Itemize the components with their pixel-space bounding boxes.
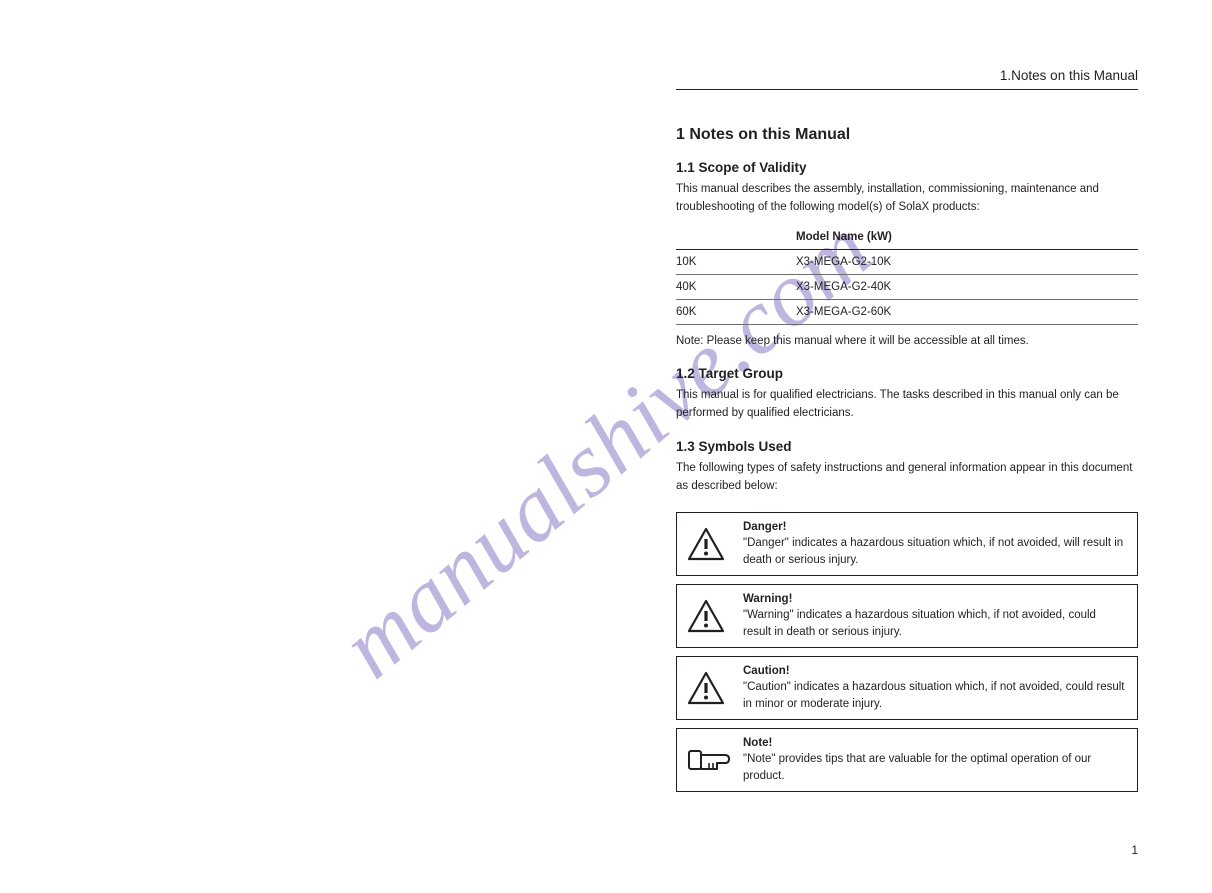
symbol-row: Danger! "Danger" indicates a hazardous s…: [676, 512, 1138, 576]
subsection-1-3-body: The following types of safety instructio…: [676, 460, 1138, 496]
subsection-1-1-body: This manual describes the assembly, inst…: [676, 181, 1138, 217]
page-header: 1.Notes on this Manual: [676, 68, 1138, 90]
symbol-label: Note!: [743, 737, 772, 749]
subsection-1-2-title: 1.2 Target Group: [676, 366, 1138, 381]
symbol-text: Warning! "Warning" indicates a hazardous…: [741, 584, 1138, 648]
symbol-row: Warning! "Warning" indicates a hazardous…: [676, 584, 1138, 648]
table-header-blank: [676, 225, 796, 250]
symbol-text: Danger! "Danger" indicates a hazardous s…: [741, 512, 1138, 576]
table-cell: X3-MEGA-G2-40K: [796, 274, 1138, 299]
symbol-desc: "Warning" indicates a hazardous situatio…: [743, 609, 1096, 638]
symbol-label: Warning!: [743, 593, 792, 605]
table-row: 60K X3-MEGA-G2-60K: [676, 299, 1138, 324]
pointing-hand-icon: [676, 728, 741, 792]
table-cell: 10K: [676, 249, 796, 274]
left-page: [0, 0, 606, 893]
symbol-row: Note! "Note" provides tips that are valu…: [676, 728, 1138, 792]
table-row: 10K X3-MEGA-G2-10K: [676, 249, 1138, 274]
warning-icon: [676, 512, 741, 576]
symbol-text: Caution! "Caution" indicates a hazardous…: [741, 656, 1138, 720]
table-cell: X3-MEGA-G2-10K: [796, 249, 1138, 274]
page-content: 1 Notes on this Manual 1.1 Scope of Vali…: [676, 120, 1138, 833]
symbol-desc: "Caution" indicates a hazardous situatio…: [743, 681, 1125, 710]
symbol-desc: "Note" provides tips that are valuable f…: [743, 753, 1091, 782]
table-cell: X3-MEGA-G2-60K: [796, 299, 1138, 324]
subsection-1-1-title: 1.1 Scope of Validity: [676, 160, 1138, 175]
breadcrumb: 1.Notes on this Manual: [1000, 68, 1138, 83]
symbol-desc: "Danger" indicates a hazardous situation…: [743, 537, 1123, 566]
subsection-1-3-title: 1.3 Symbols Used: [676, 439, 1138, 454]
symbols-table: Danger! "Danger" indicates a hazardous s…: [676, 504, 1138, 800]
subsection-1-1-note: Note: Please keep this manual where it w…: [676, 333, 1138, 351]
warning-icon: [676, 584, 741, 648]
warning-icon: [676, 656, 741, 720]
symbol-label: Danger!: [743, 521, 786, 533]
right-page: 1.Notes on this Manual 1 Notes on this M…: [606, 0, 1212, 893]
table-cell: 40K: [676, 274, 796, 299]
table-header-model: Model Name (kW): [796, 225, 1138, 250]
page-number: 1: [1131, 843, 1138, 857]
symbol-text: Note! "Note" provides tips that are valu…: [741, 728, 1138, 792]
subsection-1-2-body: This manual is for qualified electrician…: [676, 387, 1138, 423]
symbol-label: Caution!: [743, 665, 790, 677]
model-table: Model Name (kW) 10K X3-MEGA-G2-10K 40K X…: [676, 225, 1138, 325]
symbol-row: Caution! "Caution" indicates a hazardous…: [676, 656, 1138, 720]
table-cell: 60K: [676, 299, 796, 324]
table-row: 40K X3-MEGA-G2-40K: [676, 274, 1138, 299]
section-title: 1 Notes on this Manual: [676, 126, 1138, 144]
